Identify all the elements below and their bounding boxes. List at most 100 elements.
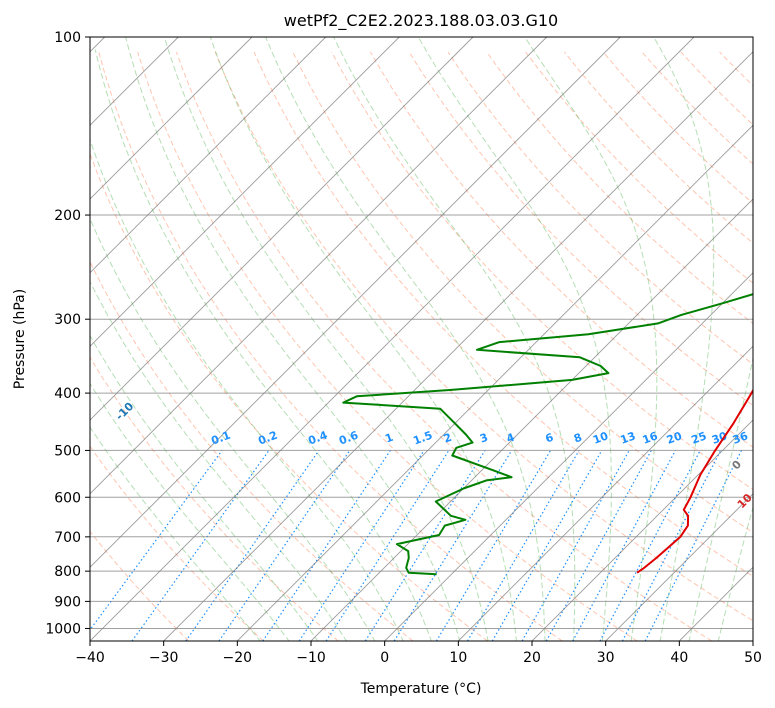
mixing-ratio-label: 0.2 bbox=[256, 429, 279, 448]
moist-adiabat bbox=[333, 37, 576, 641]
x-tick-label: 0 bbox=[380, 650, 389, 666]
mixing-ratio-line bbox=[521, 450, 630, 641]
temperature-profile bbox=[636, 388, 753, 574]
x-tick-label: 30 bbox=[597, 650, 615, 666]
moist-adiabat-label: 20 bbox=[751, 519, 771, 539]
mixing-ratio-label: 1.5 bbox=[412, 429, 435, 448]
dry-adiabat bbox=[253, 51, 753, 577]
dry-adiabat bbox=[214, 51, 753, 622]
moist-adiabat bbox=[125, 37, 461, 641]
moist-adiabat bbox=[265, 37, 546, 641]
dewpoint-profile bbox=[342, 293, 753, 576]
mixing-ratio-label: 10 bbox=[591, 429, 610, 447]
mixing-ratio-label: 4 bbox=[505, 431, 517, 446]
mixing-ratio-label: 13 bbox=[619, 429, 638, 446]
mixing-ratio-line bbox=[364, 450, 486, 641]
dry-adiabat bbox=[98, 51, 563, 641]
isotherm bbox=[163, 51, 753, 641]
mixing-ratio-label: 36 bbox=[731, 429, 750, 447]
dry-adiabat bbox=[90, 260, 414, 641]
mixing-ratio-label: 0.6 bbox=[337, 429, 360, 448]
sounding-profiles bbox=[342, 293, 753, 576]
plot-area: -100-90-80-70-60-50-40-30-20-100.10.20.4… bbox=[90, 37, 771, 641]
x-tick-label: −10 bbox=[296, 650, 326, 666]
moist-adiabat bbox=[524, 37, 658, 641]
isotherm bbox=[90, 37, 400, 347]
dry-adiabat bbox=[369, 51, 753, 448]
mixing-ratio-line bbox=[325, 450, 450, 641]
y-tick-label: 900 bbox=[54, 594, 81, 610]
moist-adiabat bbox=[209, 37, 518, 641]
y-tick-label: 200 bbox=[54, 208, 81, 224]
y-tick-label: 700 bbox=[54, 530, 81, 546]
isotherm bbox=[384, 272, 753, 641]
moist-adiabat bbox=[90, 426, 261, 641]
dry-adiabat bbox=[90, 530, 190, 641]
isotherm bbox=[90, 37, 327, 274]
x-tick-label: 20 bbox=[523, 650, 541, 666]
x-tick-label: 10 bbox=[449, 650, 467, 666]
isotherm bbox=[457, 345, 753, 641]
plot-frame bbox=[89, 36, 754, 642]
isotherm bbox=[90, 37, 621, 568]
dry-adiabat bbox=[447, 51, 753, 365]
mixing-ratio-line bbox=[466, 450, 580, 641]
x-tick-label: 40 bbox=[670, 650, 688, 666]
moist-adiabat bbox=[90, 382, 290, 641]
mixing-ratio-line bbox=[435, 450, 552, 641]
dry-adiabat bbox=[90, 356, 339, 641]
y-tick-label: 100 bbox=[54, 30, 81, 46]
mixing-ratio-label: 3 bbox=[478, 431, 490, 446]
isotherm bbox=[90, 37, 548, 495]
mixing-ratio-line bbox=[218, 450, 351, 641]
moist-adiabat bbox=[94, 49, 432, 641]
mixing-ratio-label: 16 bbox=[641, 429, 660, 447]
x-tick-label: 50 bbox=[744, 650, 762, 666]
y-axis-ticks: 100 200 300 400 500 600 700 800 900 1000 bbox=[45, 30, 90, 637]
x-axis-ticks: −40 −30 −20 −10 0 10 20 30 40 50 bbox=[75, 641, 762, 666]
y-axis-label: Pressure (hPa) bbox=[12, 289, 28, 389]
mixing-ratio-label: 0.1 bbox=[210, 429, 233, 448]
mixing-ratio-label: 8 bbox=[572, 431, 584, 446]
mixing-ratio-label: 25 bbox=[690, 429, 709, 446]
pressure-gridlines bbox=[90, 37, 753, 629]
isotherm bbox=[90, 37, 253, 200]
mixing-ratio-line bbox=[90, 450, 223, 631]
mixing-ratio-line bbox=[572, 450, 677, 641]
dry-adiabat bbox=[292, 51, 753, 534]
mixing-ratio-label: 1 bbox=[383, 431, 395, 446]
mixing-ratio-label: 2 bbox=[442, 431, 454, 446]
y-tick-label: 600 bbox=[54, 490, 81, 506]
isotherm bbox=[531, 419, 753, 641]
moist-adiabat bbox=[653, 37, 715, 641]
mixing-ratio-line bbox=[393, 450, 513, 641]
mixing-ratio-lines bbox=[90, 450, 743, 641]
mixing-ratio-line bbox=[185, 450, 320, 641]
x-tick-label: −30 bbox=[149, 650, 179, 666]
y-tick-label: 300 bbox=[54, 312, 81, 328]
x-tick-label: −20 bbox=[223, 650, 253, 666]
isotherm bbox=[605, 493, 753, 641]
mixing-ratio-label: 20 bbox=[665, 429, 684, 447]
mixing-ratio-line bbox=[131, 450, 270, 641]
dry-adiabat bbox=[137, 51, 638, 641]
y-tick-label: 1000 bbox=[45, 621, 81, 637]
dry-adiabat bbox=[90, 152, 488, 641]
mixing-ratio-label: 6 bbox=[544, 431, 556, 446]
isotherm bbox=[90, 37, 474, 421]
moist-adiabat bbox=[163, 37, 489, 641]
isotherm bbox=[90, 37, 695, 641]
mixing-ratio-line bbox=[491, 450, 603, 641]
chart-title: wetPf2_C2E2.2023.188.03.03.G10 bbox=[284, 11, 558, 31]
dry-adiabat bbox=[90, 445, 264, 641]
y-tick-label: 400 bbox=[54, 386, 81, 402]
mixing-ratio-label: 30 bbox=[710, 429, 729, 447]
dry-adiabats bbox=[90, 51, 753, 641]
x-axis-label: Temperature (°C) bbox=[360, 681, 482, 697]
y-tick-label: 800 bbox=[54, 564, 81, 580]
mixing-ratio-label: 0.4 bbox=[306, 429, 329, 448]
dry-adiabat bbox=[331, 51, 753, 491]
y-tick-label: 500 bbox=[54, 443, 81, 459]
